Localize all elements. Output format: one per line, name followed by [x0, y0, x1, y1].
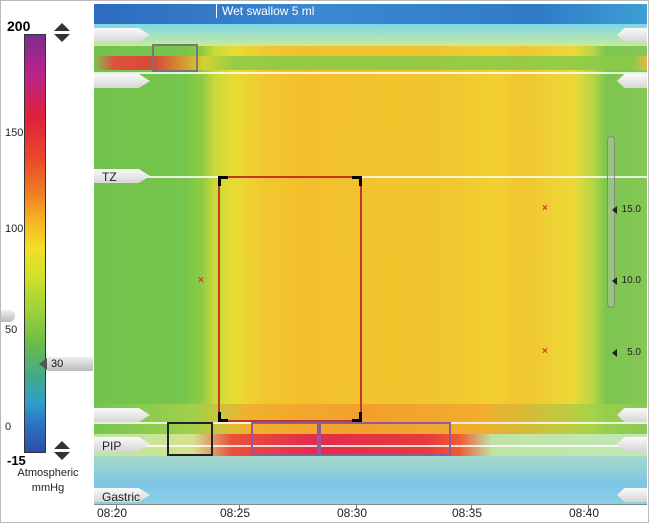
- ues-right-handle[interactable]: [617, 74, 647, 88]
- scale-max-label: 200: [7, 18, 31, 34]
- tz-line: [94, 176, 647, 178]
- box-corner-br[interactable]: [352, 412, 362, 422]
- time-tick: [471, 505, 472, 510]
- gastric-left-handle[interactable]: [94, 488, 150, 502]
- cross-marker[interactable]: ×: [542, 346, 548, 357]
- time-label-0825: 08:25: [220, 506, 251, 520]
- cross-marker[interactable]: ×: [198, 275, 204, 286]
- time-tick: [356, 505, 357, 510]
- pip-label: PIP: [102, 439, 122, 453]
- pip-left-handle[interactable]: [94, 437, 150, 451]
- box-corner-tr[interactable]: [352, 176, 362, 186]
- ues-pressure-band: [94, 56, 647, 70]
- tz-left-handle[interactable]: [94, 169, 150, 183]
- unit-label-mmhg: mmHg: [31, 482, 65, 494]
- pharynx-band: [94, 4, 647, 24]
- pressure-color-scale: [24, 34, 46, 453]
- scale-tick-150: 150: [5, 127, 24, 139]
- pip-line: [94, 445, 647, 447]
- time-tick: [588, 505, 589, 510]
- scale-min-adjust-arrows-icon[interactable]: [52, 441, 72, 463]
- contraction-measurement-box[interactable]: [218, 176, 362, 422]
- isobaric-contour-marker[interactable]: 30: [39, 356, 95, 372]
- gastric-label: Gastric: [102, 490, 141, 504]
- time-tick: [116, 505, 117, 510]
- pressure-topography-plot[interactable]: Wet swallow 5 ml TZ PIP Gastric × × × 15…: [94, 4, 647, 504]
- vertical-ruler-handle[interactable]: [607, 136, 615, 308]
- ues-measurement-box[interactable]: [152, 44, 198, 72]
- tz-label: TZ: [102, 170, 117, 184]
- scale-side-marker[interactable]: [1, 310, 15, 322]
- pip-measurement-box-2[interactable]: [319, 422, 451, 456]
- isobaric-marker-value: 30: [47, 357, 93, 371]
- ues-band: [94, 24, 647, 46]
- ues-lower-line: [94, 72, 647, 74]
- gastric-band: [94, 456, 647, 504]
- time-label-0840: 08:40: [569, 506, 600, 520]
- les-measurement-box[interactable]: [167, 422, 213, 456]
- depth-tick-icon: [612, 206, 617, 214]
- box-corner-bl[interactable]: [218, 412, 228, 422]
- depth-label-10: 10.0: [621, 275, 641, 286]
- depth-label-15: 15.0: [621, 204, 641, 215]
- upper-right-handle[interactable]: [617, 28, 647, 42]
- depth-label-5: 5.0: [627, 347, 641, 358]
- les-right-handle[interactable]: [617, 408, 647, 422]
- scale-min-label: -15: [7, 453, 26, 468]
- swallow-marker-line: [216, 4, 217, 18]
- upper-left-handle[interactable]: [94, 28, 150, 42]
- ues-left-handle[interactable]: [94, 74, 150, 88]
- time-label-0820: 08:20: [97, 506, 128, 520]
- time-tick: [239, 505, 240, 510]
- box-corner-tl[interactable]: [218, 176, 228, 186]
- depth-tick-icon: [612, 349, 617, 357]
- marker-arrow-icon: [39, 358, 47, 370]
- scale-tick-0: 0: [5, 421, 12, 433]
- time-label-0830: 08:30: [337, 506, 368, 520]
- cross-marker[interactable]: ×: [542, 203, 548, 214]
- time-label-0835: 08:35: [452, 506, 483, 520]
- gastric-right-handle[interactable]: [617, 488, 647, 502]
- swallow-event-label: Wet swallow 5 ml: [222, 4, 315, 18]
- scale-max-adjust-arrows-icon[interactable]: [52, 23, 72, 45]
- les-left-handle[interactable]: [94, 408, 150, 422]
- scale-tick-100: 100: [5, 223, 24, 235]
- time-axis: 08:20 08:25 08:30 08:35 08:40: [94, 504, 647, 523]
- unit-label-atmospheric: Atmospheric: [17, 467, 79, 479]
- depth-tick-icon: [612, 277, 617, 285]
- pip-right-handle[interactable]: [617, 437, 647, 451]
- scale-tick-50: 50: [5, 324, 18, 336]
- distal-esophagus-band: [94, 404, 647, 434]
- pip-measurement-box-1[interactable]: [251, 422, 319, 456]
